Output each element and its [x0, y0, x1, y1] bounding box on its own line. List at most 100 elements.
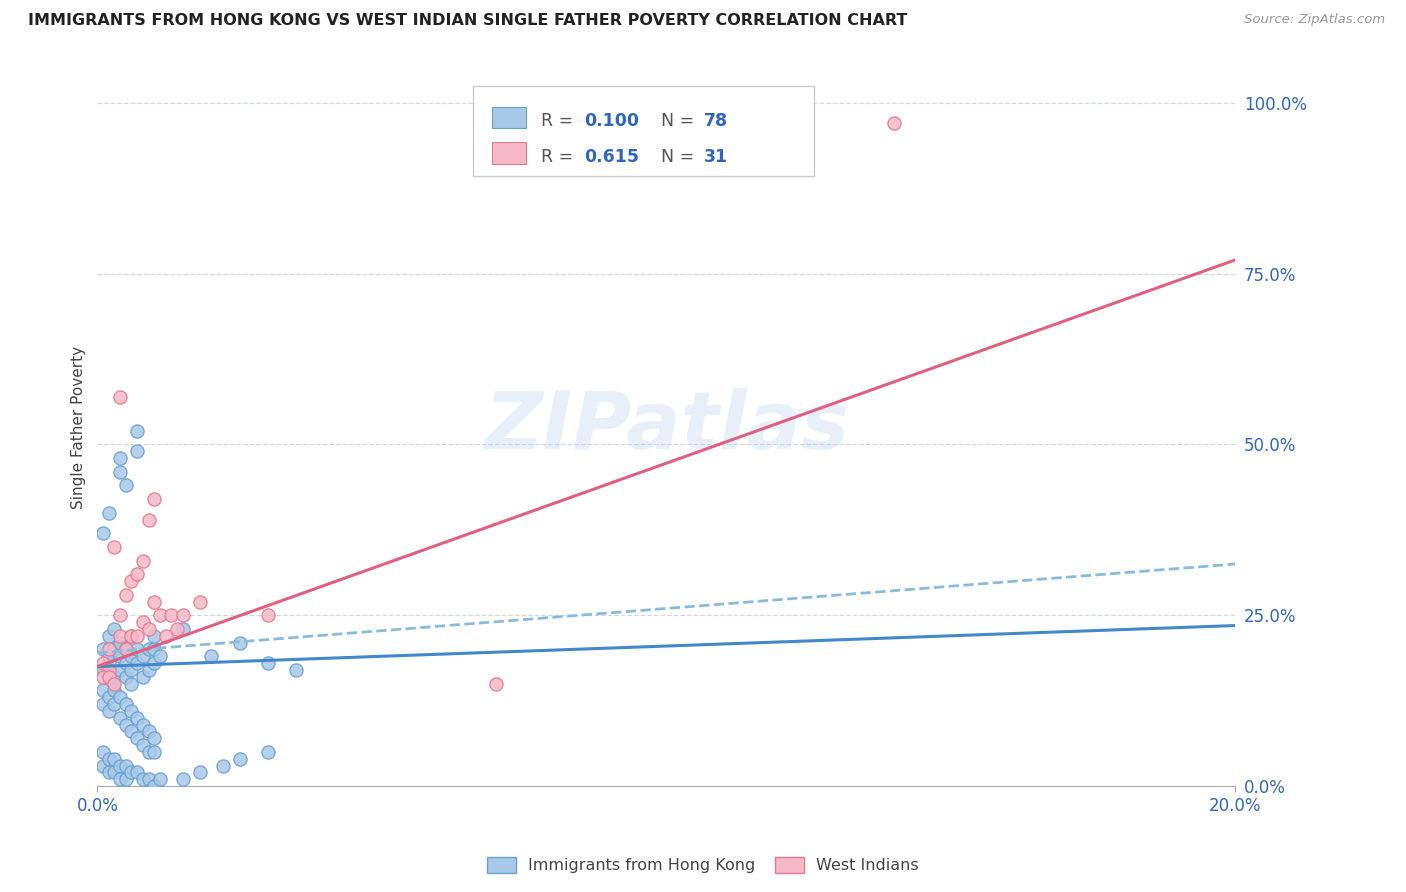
Point — [121, 704, 143, 718]
Point — [138, 642, 160, 657]
Point — [143, 492, 166, 507]
Point — [97, 765, 120, 780]
Point — [108, 772, 131, 787]
Point — [114, 697, 136, 711]
Point — [132, 649, 155, 664]
Point — [108, 608, 131, 623]
Point — [132, 553, 155, 567]
Point — [114, 758, 136, 772]
Point — [166, 622, 188, 636]
Point — [143, 656, 166, 670]
Point — [103, 765, 125, 780]
Point — [155, 629, 177, 643]
Point — [91, 526, 114, 541]
Point — [132, 670, 155, 684]
Point — [121, 629, 143, 643]
Text: 0.100: 0.100 — [585, 112, 640, 130]
Point — [108, 663, 131, 677]
Point — [91, 758, 114, 772]
Point — [114, 588, 136, 602]
Point — [228, 752, 250, 766]
Point — [143, 745, 166, 759]
Point — [132, 738, 155, 752]
Point — [883, 116, 905, 130]
Point — [149, 772, 172, 787]
Point — [132, 772, 155, 787]
Point — [143, 594, 166, 608]
Text: 78: 78 — [704, 112, 728, 130]
Text: ZIPatlas: ZIPatlas — [484, 388, 849, 467]
Point — [91, 656, 114, 670]
Point — [97, 663, 120, 677]
Point — [172, 608, 194, 623]
Point — [172, 622, 194, 636]
Point — [91, 683, 114, 698]
Text: Source: ZipAtlas.com: Source: ZipAtlas.com — [1244, 13, 1385, 27]
Point — [108, 649, 131, 664]
Point — [138, 724, 160, 739]
Bar — [492, 143, 526, 164]
Point — [91, 670, 114, 684]
Point — [103, 670, 125, 684]
FancyBboxPatch shape — [472, 87, 814, 176]
Point — [127, 567, 149, 582]
Point — [103, 752, 125, 766]
Point — [143, 629, 166, 643]
Point — [91, 663, 114, 677]
Point — [127, 711, 149, 725]
Point — [103, 540, 125, 554]
Point — [138, 772, 160, 787]
Point — [114, 670, 136, 684]
Point — [127, 731, 149, 746]
Point — [127, 629, 149, 643]
Point — [121, 649, 143, 664]
Point — [108, 711, 131, 725]
Point — [172, 772, 194, 787]
Point — [97, 704, 120, 718]
Point — [108, 451, 131, 466]
Point — [108, 465, 131, 479]
Point — [103, 697, 125, 711]
Point — [228, 635, 250, 649]
Point — [114, 656, 136, 670]
Point — [91, 642, 114, 657]
Text: N =: N = — [661, 148, 699, 166]
Point — [485, 676, 508, 690]
Point — [211, 758, 233, 772]
Text: N =: N = — [661, 112, 699, 130]
Point — [257, 608, 280, 623]
Text: 31: 31 — [704, 148, 728, 166]
Point — [103, 622, 125, 636]
Point — [97, 506, 120, 520]
Point — [121, 574, 143, 588]
Point — [188, 594, 211, 608]
Point — [121, 765, 143, 780]
Point — [127, 444, 149, 458]
Point — [97, 752, 120, 766]
Point — [114, 478, 136, 492]
Point — [138, 622, 160, 636]
Point — [257, 656, 280, 670]
Point — [97, 629, 120, 643]
Point — [121, 676, 143, 690]
Point — [121, 663, 143, 677]
Point — [114, 642, 136, 657]
Text: IMMIGRANTS FROM HONG KONG VS WEST INDIAN SINGLE FATHER POVERTY CORRELATION CHART: IMMIGRANTS FROM HONG KONG VS WEST INDIAN… — [28, 13, 907, 29]
Point — [108, 390, 131, 404]
Point — [127, 642, 149, 657]
Point — [132, 717, 155, 731]
Point — [91, 745, 114, 759]
Point — [97, 649, 120, 664]
Point — [257, 745, 280, 759]
Point — [103, 642, 125, 657]
Point — [149, 608, 172, 623]
Point — [160, 608, 183, 623]
Point — [127, 656, 149, 670]
Point — [200, 649, 222, 664]
Point — [108, 758, 131, 772]
Text: R =: R = — [541, 112, 579, 130]
Point — [127, 424, 149, 438]
Point — [127, 765, 149, 780]
Point — [108, 690, 131, 705]
Point — [103, 683, 125, 698]
